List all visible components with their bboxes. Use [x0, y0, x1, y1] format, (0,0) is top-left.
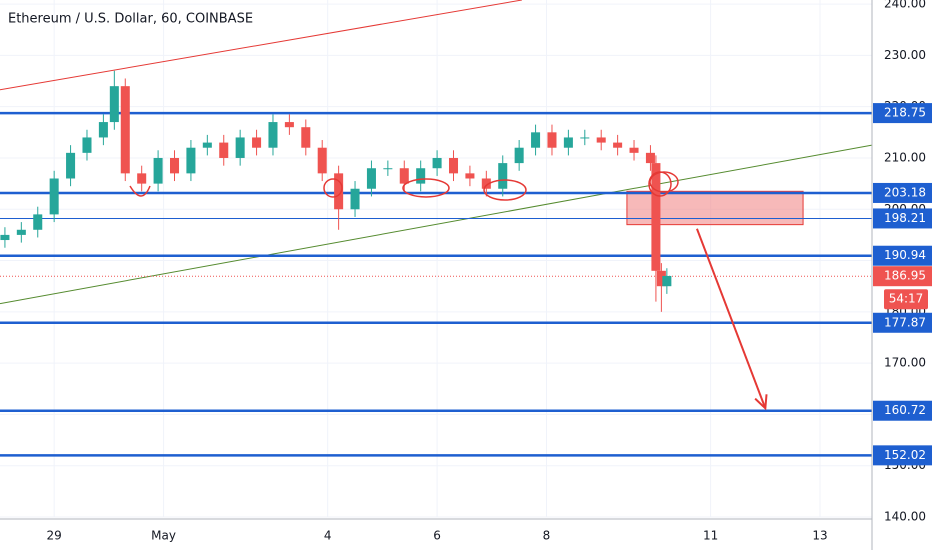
level-label-box [873, 400, 932, 421]
candle-body [334, 173, 344, 210]
last-price-box [873, 266, 932, 287]
level-label-box [873, 103, 932, 124]
candle-body [580, 137, 590, 139]
candle-body [416, 168, 426, 184]
level-label-box [873, 445, 932, 466]
level-label: 198.21 [884, 211, 926, 225]
candle-body [448, 157, 459, 174]
candle-body [268, 122, 278, 148]
candle-body [120, 86, 130, 174]
chart-title: Ethereum / U.S. Dollar, 60, COINBASE [8, 12, 253, 27]
candle-body [613, 142, 623, 148]
candle-body [547, 132, 557, 148]
x-tick-label: 8 [543, 529, 551, 543]
candle-body [350, 188, 360, 210]
candle-body [219, 142, 229, 158]
candle-body [0, 234, 10, 241]
y-tick-label: 170.00 [884, 356, 926, 370]
x-tick-label: 6 [433, 529, 441, 543]
trend-line [0, 144, 873, 305]
level-label: 190.94 [884, 248, 926, 262]
candle-body [169, 157, 180, 174]
candle-body [498, 163, 508, 189]
candle-body [49, 178, 59, 215]
candle-body [109, 86, 119, 123]
level-label-box [873, 182, 932, 203]
candle-body [366, 168, 376, 189]
candle-body [465, 173, 475, 179]
candle-body [656, 270, 666, 287]
arrow [696, 228, 767, 409]
level-label: 218.75 [884, 106, 926, 120]
y-tick-label: 140.00 [884, 510, 926, 524]
candle-body [82, 137, 92, 153]
hand-drawn-marks [129, 171, 679, 201]
level-label: 160.72 [884, 403, 926, 417]
x-tick-label: May [151, 529, 176, 543]
candle-body [202, 142, 212, 148]
candle-body [531, 132, 541, 148]
candle-body [432, 157, 442, 169]
x-tick-label: 29 [47, 529, 62, 543]
candle-body [33, 214, 43, 230]
candle-body [481, 178, 491, 189]
x-tick-label: 13 [812, 529, 827, 543]
candle-body [563, 137, 573, 148]
arrow-head [754, 394, 768, 411]
candle-body [284, 122, 294, 128]
candle-body [301, 127, 311, 148]
candle-body [137, 173, 147, 184]
candle-body [662, 275, 672, 287]
candle-body [186, 147, 196, 174]
x-tick-label: 11 [703, 529, 718, 543]
candle-body [16, 229, 26, 235]
trend-line [0, 0, 522, 91]
candle-body [651, 163, 661, 271]
last-price-label: 186.95 [884, 269, 926, 283]
countdown-label: 54:17 [889, 292, 924, 306]
level-label-box [873, 312, 932, 333]
y-tick-label: 230.00 [884, 48, 926, 62]
level-label: 177.87 [884, 315, 926, 329]
candle-body [317, 147, 327, 174]
candle-body [629, 147, 639, 153]
y-tick-label: 240.00 [884, 0, 926, 11]
level-label-box [873, 208, 932, 229]
candle-body [98, 122, 108, 138]
level-label: 203.18 [884, 185, 926, 199]
candle-body [66, 152, 76, 179]
x-tick-label: 4 [324, 529, 332, 543]
countdown-box [884, 289, 928, 310]
candle-body [153, 157, 163, 184]
candle-body [252, 137, 262, 148]
candle-body [235, 137, 245, 158]
candle-body [383, 168, 393, 170]
candle-body [514, 147, 524, 164]
candle-body [399, 168, 409, 184]
level-label: 152.02 [884, 448, 926, 462]
level-label-box [873, 245, 932, 266]
candle-body [645, 152, 655, 164]
candle-body [596, 137, 606, 143]
y-tick-label: 210.00 [884, 150, 926, 164]
